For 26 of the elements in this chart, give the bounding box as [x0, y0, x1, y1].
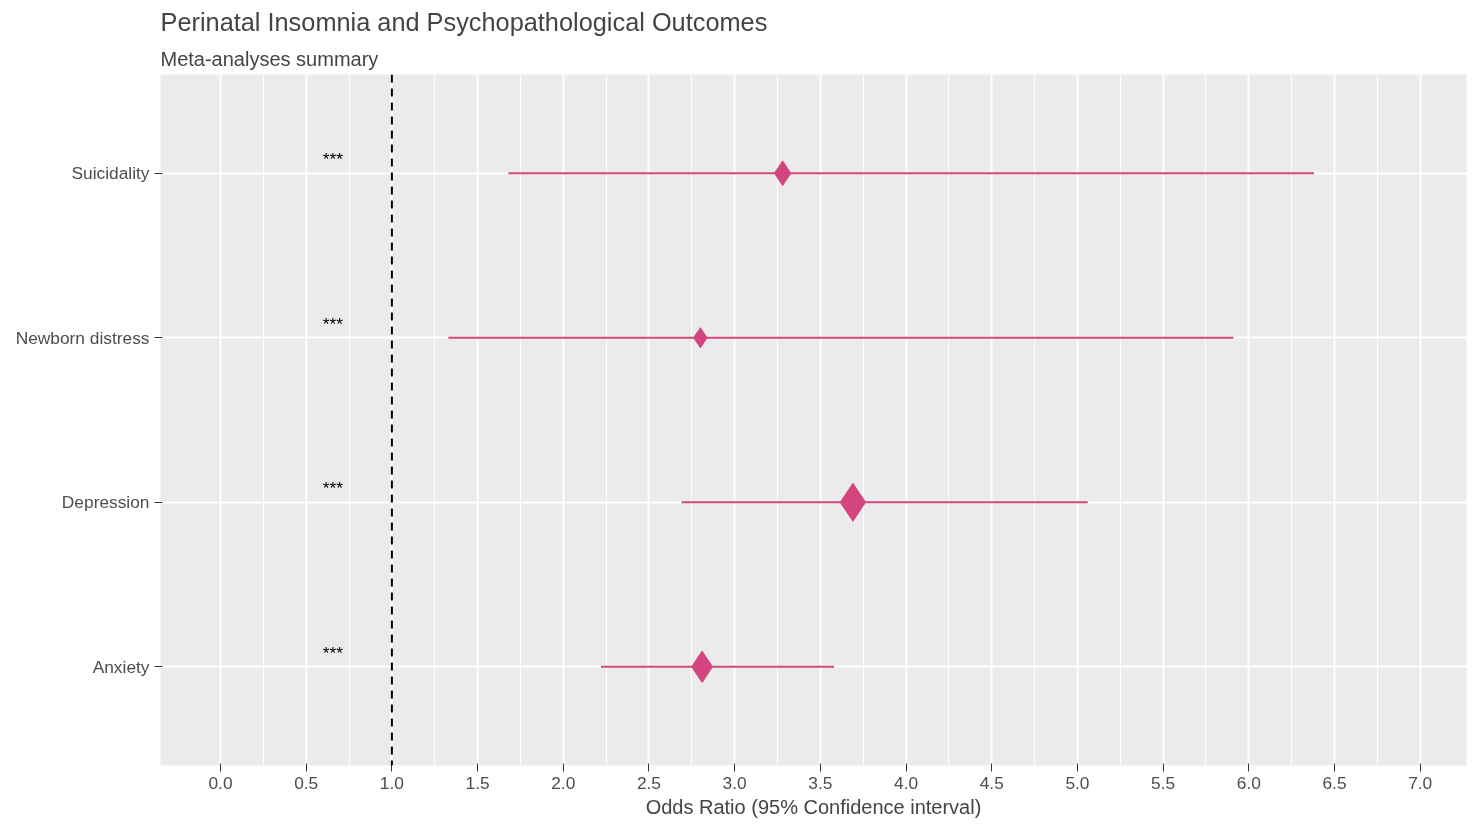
annotation: *** — [322, 149, 344, 170]
x-tick-label: 1.0 — [379, 772, 404, 793]
chart-title: Perinatal Insomnia and Psychopathological Outcomes — [160, 7, 768, 36]
x-tick-label: 0.0 — [208, 772, 233, 793]
x-tick-label: 6.5 — [1322, 772, 1347, 793]
annotation: *** — [322, 478, 344, 499]
x-tick-label: 2.5 — [636, 772, 662, 793]
x-tick-label: 7.0 — [1408, 772, 1433, 793]
x-tick-label: 0.5 — [294, 772, 319, 793]
x-tick-label: 2.0 — [551, 772, 576, 793]
y-tick-label: Suicidality — [71, 163, 150, 184]
annotation: *** — [322, 313, 344, 334]
x-tick-label: 4.0 — [894, 772, 919, 793]
x-tick-label: 4.5 — [979, 772, 1004, 793]
y-tick-label: Depression — [61, 492, 150, 513]
annotation: *** — [322, 642, 344, 663]
x-tick-label: 5.5 — [1151, 772, 1176, 793]
y-tick-label: Newborn distress — [15, 327, 150, 348]
x-tick-label: 3.5 — [808, 772, 833, 793]
y-tick-label: Anxiety — [92, 656, 150, 677]
chart-subtitle: Meta-analyses summary — [160, 47, 379, 70]
x-tick-label: 5.0 — [1065, 772, 1090, 793]
x-tick-label: 6.0 — [1236, 772, 1261, 793]
x-axis-title: Odds Ratio (95% Confidence interval) — [645, 795, 982, 818]
x-tick-label: 3.0 — [722, 772, 747, 793]
x-tick-label: 1.5 — [465, 772, 490, 793]
